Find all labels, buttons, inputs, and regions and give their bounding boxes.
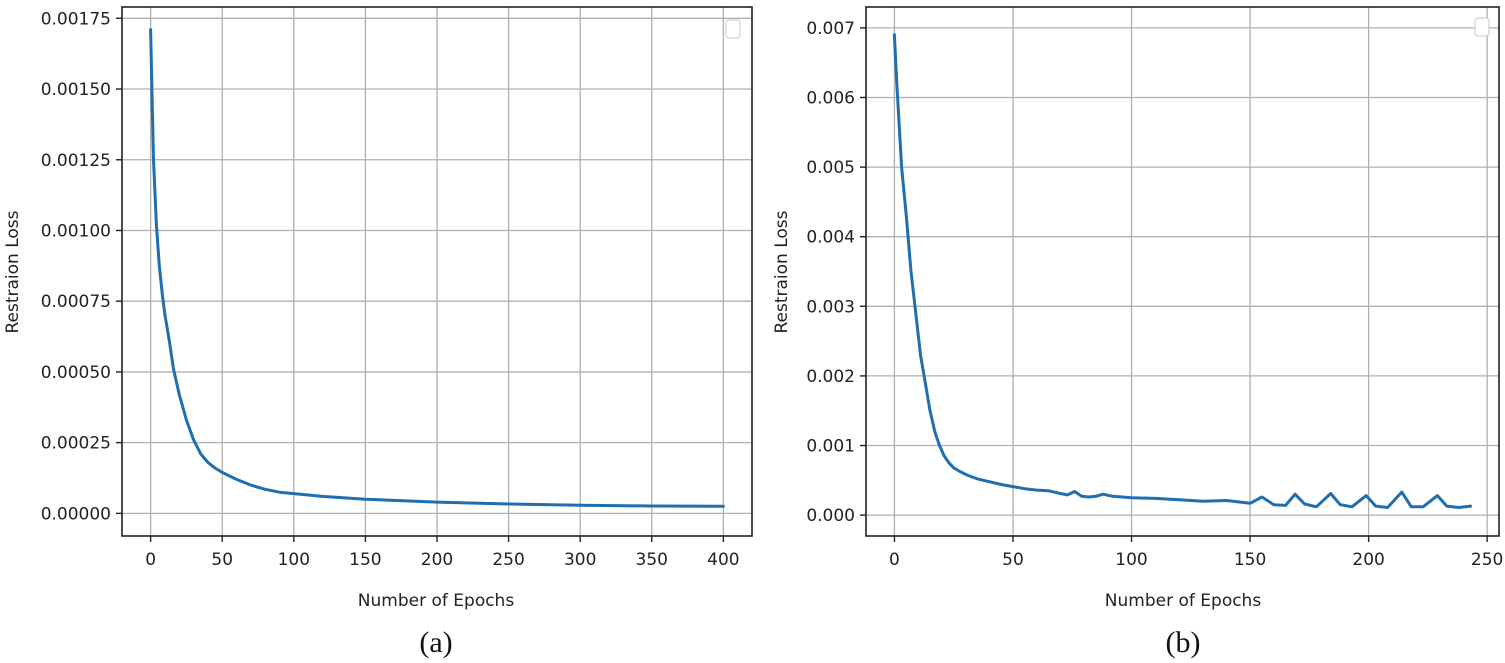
y-tick-label-b: 0.004 — [806, 228, 855, 248]
y-tick-label-b: 0.007 — [806, 19, 855, 39]
legend-box-b — [1474, 17, 1490, 37]
y-tick-label-b: 0.000 — [806, 506, 855, 526]
caption-b: (b) — [1166, 626, 1201, 659]
caption-a: (a) — [419, 626, 452, 659]
x-tick-label-b: 150 — [1234, 550, 1266, 570]
chart-b: 0 50 100 150 200 250 0.000 0.001 0.002 0.003 0.004… — [772, 6, 1503, 659]
legend-box-a — [725, 19, 741, 39]
ticks-b: 0 50 100 150 200 250 0.000 0.001 0.002 0.003 0.004… — [806, 19, 1503, 570]
y-tick-label-a: 0.00000 — [41, 504, 111, 524]
x-tick-label-a: 350 — [636, 550, 668, 570]
x-tick-label-a: 200 — [421, 550, 453, 570]
chart-a: 0 50 100 150 200 250 300 350 400 0.00000 0.00025 0.… — [3, 6, 753, 659]
y-tick-label-b: 0.003 — [806, 297, 855, 317]
y-tick-label-a: 0.00025 — [41, 434, 111, 454]
y-tick-label-a: 0.00075 — [41, 292, 111, 312]
x-tick-label-a: 250 — [492, 550, 524, 570]
grid-b — [866, 7, 1499, 536]
x-tick-label-a: 100 — [278, 550, 310, 570]
y-tick-label-a: 0.00100 — [41, 221, 111, 241]
y-tick-label-a: 0.00050 — [41, 363, 111, 383]
ticks-a: 0 50 100 150 200 250 300 350 400 0.00000 0.00025 0.… — [41, 9, 740, 570]
plot-frame-b — [865, 6, 1500, 537]
x-tick-label-a: 400 — [707, 550, 739, 570]
x-tick-label-a: 50 — [211, 550, 233, 570]
y-tick-label-b: 0.005 — [806, 158, 855, 178]
y-tick-label-b: 0.006 — [806, 88, 855, 108]
grid-a — [122, 7, 752, 536]
plot-frame-a — [121, 6, 753, 537]
x-axis-label-b: Number of Epochs — [1105, 591, 1262, 611]
x-tick-label-a: 300 — [564, 550, 596, 570]
x-tick-label-b: 100 — [1115, 550, 1147, 570]
y-tick-label-b: 0.002 — [806, 367, 855, 387]
y-axis-label-a: Restraion Loss — [3, 210, 23, 333]
x-axis-label-a: Number of Epochs — [358, 591, 515, 611]
y-tick-label-a: 0.00150 — [41, 80, 111, 100]
y-axis-label-b: Restraion Loss — [772, 210, 792, 333]
series-line-b — [892, 33, 1473, 509]
x-tick-label-b: 0 — [889, 550, 900, 570]
series-line-a — [149, 28, 725, 508]
x-tick-label-b: 250 — [1471, 550, 1503, 570]
y-tick-label-a: 0.00175 — [41, 9, 111, 29]
x-tick-label-b: 50 — [1002, 550, 1024, 570]
x-tick-label-a: 150 — [349, 550, 381, 570]
x-tick-label-b: 200 — [1352, 550, 1384, 570]
y-tick-label-b: 0.001 — [806, 437, 855, 457]
y-tick-label-a: 0.00125 — [41, 151, 111, 171]
x-tick-label-a: 0 — [145, 550, 156, 570]
